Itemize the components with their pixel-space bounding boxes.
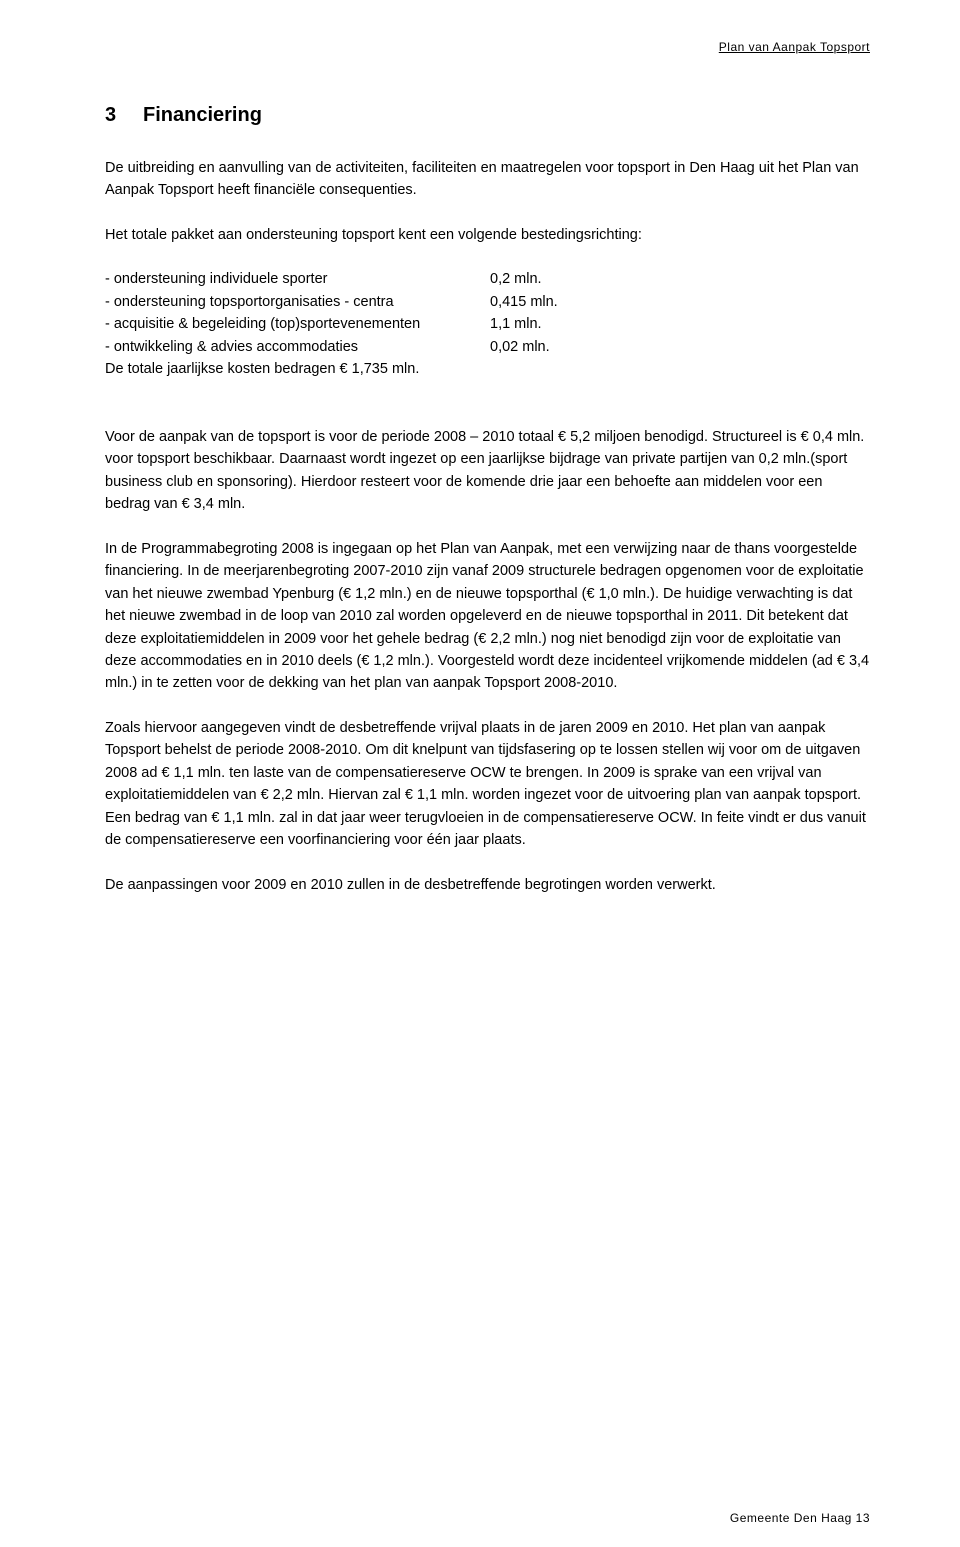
vrijval-paragraph: Zoals hiervoor aangegeven vindt de desbe… [105,717,870,852]
budget-intro-paragraph: Het totale pakket aan ondersteuning tops… [105,224,870,246]
section-title: Financiering [143,104,262,126]
budget-label: - ondersteuning topsportorganisaties - c… [105,291,490,313]
budget-value: 0,02 mln. [490,336,550,358]
budget-label: - ondersteuning individuele sporter [105,268,490,290]
running-header: Plan van Aanpak Topsport [105,40,870,54]
need-paragraph: Voor de aanpak van de topsport is voor d… [105,426,870,516]
budget-row: - ondersteuning topsportorganisaties - c… [105,291,870,313]
intro-paragraph: De uitbreiding en aanvulling van de acti… [105,157,870,202]
section-number: 3 [105,104,143,127]
budget-list: - ondersteuning individuele sporter 0,2 … [105,268,870,380]
budget-label: - acquisitie & begeleiding (top)sporteve… [105,313,490,335]
section-heading: 3Financiering [105,104,870,127]
document-page: Plan van Aanpak Topsport 3Financiering D… [0,0,960,1547]
budget-value: 1,1 mln. [490,313,542,335]
budget-label: - ontwikkeling & advies accommodaties [105,336,490,358]
footer-org: Gemeente Den Haag [730,1511,852,1525]
budget-row: - ontwikkeling & advies accommodaties 0,… [105,336,870,358]
footer-page-number: 13 [856,1511,870,1525]
page-footer: Gemeente Den Haag 13 [730,1511,870,1525]
budget-value: 0,2 mln. [490,268,542,290]
budget-row: - ondersteuning individuele sporter 0,2 … [105,268,870,290]
budget-value: 0,415 mln. [490,291,558,313]
budget-row: - acquisitie & begeleiding (top)sporteve… [105,313,870,335]
budget-total: De totale jaarlijkse kosten bedragen € 1… [105,358,870,380]
adjustments-paragraph: De aanpassingen voor 2009 en 2010 zullen… [105,874,870,896]
programme-paragraph: In de Programmabegroting 2008 is ingegaa… [105,538,870,695]
